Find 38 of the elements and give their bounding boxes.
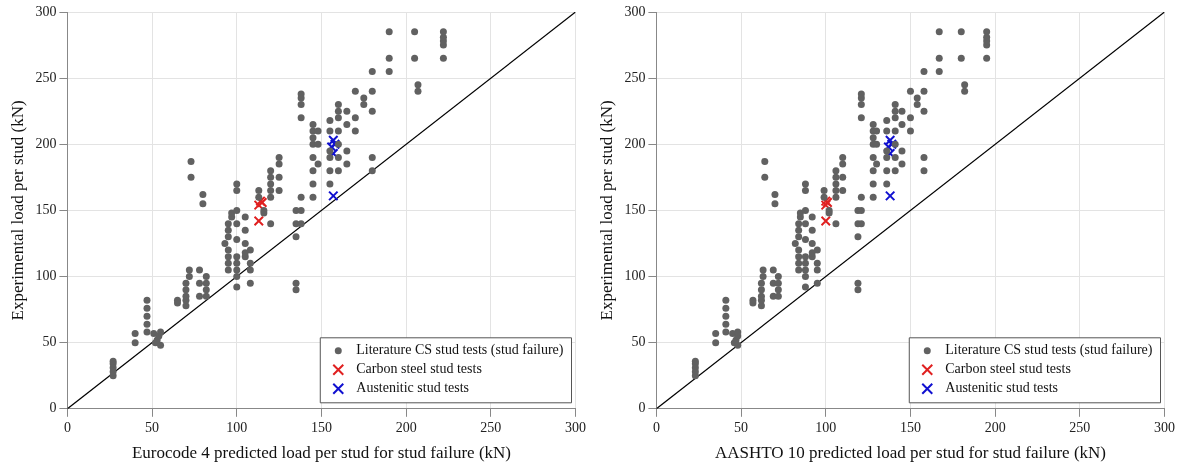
y-tick-label: 0 bbox=[638, 400, 646, 416]
y-axis-title: Experimental load per stud (kN) bbox=[596, 100, 616, 321]
x-tick-label: 50 bbox=[734, 419, 749, 435]
x-tick-label: 300 bbox=[565, 419, 586, 435]
x-tick-label: 0 bbox=[63, 419, 71, 435]
x-tick-label: 150 bbox=[310, 419, 332, 435]
legend-label: Literature CS stud tests (stud failure) bbox=[356, 342, 564, 359]
y-tick-label: 300 bbox=[35, 3, 57, 19]
y-tick-label: 200 bbox=[624, 135, 646, 151]
x-axis-title: AASHTO 10 predicted load per stud for stud failure (kN) bbox=[714, 443, 1106, 463]
y-tick-label: 300 bbox=[624, 3, 646, 19]
y-tick-label: 250 bbox=[35, 69, 57, 85]
x-tick-label: 250 bbox=[480, 419, 502, 435]
x-axis-title: Eurocode 4 predicted load per stud for stud failure (kN) bbox=[131, 443, 511, 463]
y-tick-label: 150 bbox=[624, 202, 646, 218]
legend-label: Austenitic stud tests bbox=[356, 380, 470, 396]
y-tick-label: 50 bbox=[631, 334, 646, 350]
legend-label: Literature CS stud tests (stud failure) bbox=[945, 342, 1153, 359]
y-tick-label: 100 bbox=[35, 268, 57, 284]
y-tick-label: 150 bbox=[35, 202, 57, 218]
x-tick-label: 150 bbox=[899, 419, 921, 435]
y-tick-label: 50 bbox=[42, 334, 57, 350]
x-tick-label: 50 bbox=[145, 419, 160, 435]
x-tick-label: 0 bbox=[652, 419, 660, 435]
x-tick-label: 200 bbox=[984, 419, 1006, 435]
legend-label: Austenitic stud tests bbox=[945, 380, 1059, 396]
y-tick-label: 0 bbox=[49, 400, 57, 416]
x-tick-label: 100 bbox=[815, 419, 837, 435]
y-tick-label: 200 bbox=[35, 135, 57, 151]
legend-label: Carbon steel stud tests bbox=[945, 361, 1071, 377]
y-axis-title: Experimental load per stud (kN) bbox=[7, 100, 27, 321]
x-tick-label: 300 bbox=[1154, 419, 1175, 435]
x-tick-label: 250 bbox=[1069, 419, 1091, 435]
legend-label: Carbon steel stud tests bbox=[356, 361, 482, 377]
y-tick-label: 250 bbox=[624, 69, 646, 85]
y-tick-label: 100 bbox=[624, 268, 646, 284]
x-tick-label: 100 bbox=[226, 419, 248, 435]
x-tick-label: 200 bbox=[395, 419, 417, 435]
